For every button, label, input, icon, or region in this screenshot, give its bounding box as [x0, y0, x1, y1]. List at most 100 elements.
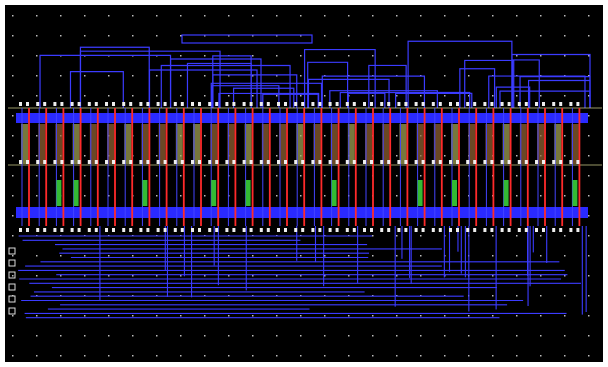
contact: [301, 102, 304, 106]
grid-dot: [204, 355, 206, 357]
grid-dot: [444, 155, 446, 157]
contact: [301, 160, 304, 164]
grid-dot: [60, 255, 62, 257]
contact: [43, 228, 46, 232]
grid-dot: [348, 55, 350, 57]
grid-dot: [132, 95, 134, 97]
n-diffusion: [74, 180, 79, 206]
grid-dot: [420, 235, 422, 237]
grid-dot: [276, 355, 278, 357]
contact: [415, 102, 418, 106]
grid-dot: [588, 335, 590, 337]
contact: [456, 160, 459, 164]
grid-dot: [12, 275, 14, 277]
grid-dot: [156, 175, 158, 177]
grid-dot: [204, 55, 206, 57]
grid-dot: [420, 15, 422, 17]
contact: [88, 228, 91, 232]
contact: [473, 102, 476, 106]
grid-dot: [276, 155, 278, 157]
grid-dot: [540, 15, 542, 17]
contact: [112, 160, 115, 164]
contact: [181, 102, 184, 106]
grid-dot: [300, 315, 302, 317]
contact: [26, 160, 29, 164]
grid-dot: [36, 95, 38, 97]
contact: [508, 102, 511, 106]
contact: [260, 228, 263, 232]
grid-dot: [396, 35, 398, 37]
contact: [569, 228, 572, 232]
grid-dot: [516, 355, 518, 357]
grid-dot: [156, 135, 158, 137]
grid-dot: [564, 195, 566, 197]
grid-dot: [204, 75, 206, 77]
contact: [346, 102, 349, 106]
grid-dot: [228, 355, 230, 357]
grid-dot: [516, 135, 518, 137]
grid-dot: [276, 315, 278, 317]
grid-dot: [12, 115, 14, 117]
contact: [208, 228, 211, 232]
contact: [535, 160, 538, 164]
contact: [370, 160, 373, 164]
grid-dot: [324, 55, 326, 57]
grid-dot: [324, 355, 326, 357]
grid-dot: [516, 315, 518, 317]
grid-dot: [588, 175, 590, 177]
grid-dot: [564, 335, 566, 337]
grid-dot: [420, 175, 422, 177]
contact: [501, 228, 504, 232]
grid-dot: [108, 315, 110, 317]
contact: [318, 102, 321, 106]
grid-dot: [300, 355, 302, 357]
grid-dot: [516, 295, 518, 297]
contact: [363, 160, 366, 164]
grid-dot: [564, 35, 566, 37]
grid-dot: [36, 135, 38, 137]
grid-dot: [516, 335, 518, 337]
grid-dot: [396, 135, 398, 137]
contact: [301, 228, 304, 232]
grid-dot: [588, 295, 590, 297]
contact: [569, 160, 572, 164]
contact: [277, 228, 280, 232]
grid-dot: [516, 255, 518, 257]
grid-dot: [180, 355, 182, 357]
grid-dot: [468, 315, 470, 317]
grid-dot: [492, 95, 494, 97]
contact: [78, 102, 81, 106]
grid-dot: [324, 155, 326, 157]
contact: [284, 160, 287, 164]
contact: [397, 102, 400, 106]
grid-dot: [204, 195, 206, 197]
n-diffusion: [332, 180, 337, 206]
contact: [466, 102, 469, 106]
grid-dot: [564, 315, 566, 317]
contact: [146, 228, 149, 232]
grid-dot: [108, 255, 110, 257]
grid-dot: [588, 95, 590, 97]
contact: [198, 102, 201, 106]
contact: [552, 160, 555, 164]
grid-dot: [540, 195, 542, 197]
contact: [157, 102, 160, 106]
grid-dot: [396, 55, 398, 57]
grid-dot: [36, 55, 38, 57]
grid-dot: [420, 255, 422, 257]
grid-dot: [228, 95, 230, 97]
grid-dot: [132, 315, 134, 317]
contact: [19, 102, 22, 106]
contact: [380, 102, 383, 106]
grid-dot: [348, 355, 350, 357]
grid-dot: [180, 195, 182, 197]
grid-dot: [60, 355, 62, 357]
grid-dot: [588, 115, 590, 117]
grid-dot: [204, 15, 206, 17]
contact: [363, 102, 366, 106]
grid-dot: [492, 295, 494, 297]
contact: [146, 102, 149, 106]
grid-dot: [468, 355, 470, 357]
contact: [525, 228, 528, 232]
grid-dot: [300, 175, 302, 177]
